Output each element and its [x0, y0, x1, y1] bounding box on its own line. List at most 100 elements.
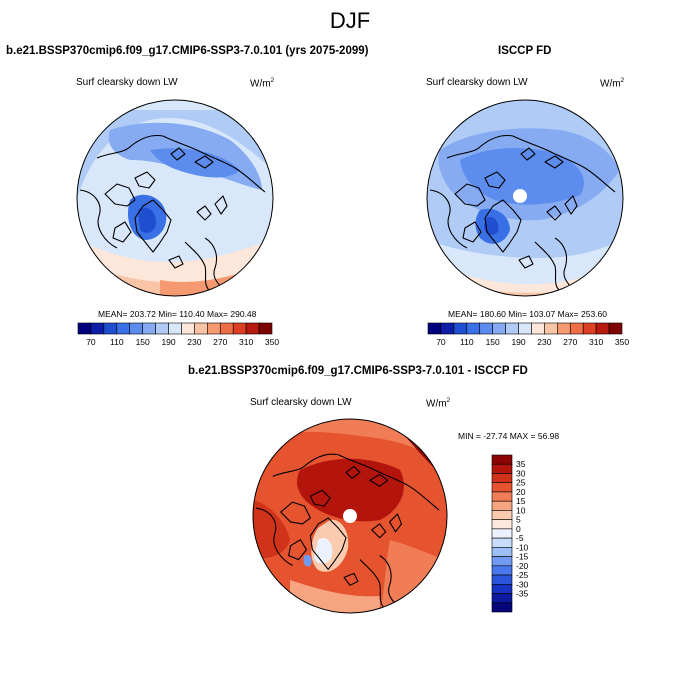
diff-colorbar-box — [491, 583, 513, 594]
model-map-field — [77, 100, 273, 296]
diff-colorbar-tick-label: -15 — [516, 552, 529, 562]
obs-colorbar-box — [531, 322, 545, 335]
diff-colorbar-tick-label: -35 — [516, 589, 529, 599]
model-colorbar-tick-label: 190 — [161, 337, 175, 347]
diff-colorbar-box — [491, 528, 513, 539]
diff-colorbar-tick-label: 10 — [516, 505, 526, 515]
obs-colorbar-tick-label: 150 — [486, 337, 500, 347]
diff-colorbar-box — [491, 454, 513, 465]
diff-stats: MIN = -27.74 MAX = 56.98 — [458, 431, 560, 441]
obs-units-label: W/m2 — [600, 77, 625, 90]
obs-colorbar-tick-label: 350 — [615, 337, 629, 347]
diff-colorbar-tick-label: 25 — [516, 478, 526, 488]
obs-map-field — [427, 100, 623, 296]
obs-colorbar-box — [440, 322, 455, 335]
diff-colorbar-tick-label: 20 — [516, 487, 526, 497]
diff-colorbar-box — [491, 473, 513, 484]
model-colorbar-box — [155, 322, 169, 335]
obs-colorbar-box — [466, 322, 481, 335]
model-stats: MEAN= 203.72 Min= 110.40 Max= 290.48 — [98, 309, 257, 319]
obs-colorbar-box — [557, 322, 571, 335]
diff-colorbar-tick-label: -20 — [516, 561, 529, 571]
obs-colorbar-box — [544, 322, 558, 335]
model-colorbar-box — [116, 322, 131, 335]
obs-colorbar-box — [595, 322, 610, 335]
diff-colorbar-box — [491, 510, 513, 520]
diff-colorbar-box — [491, 519, 513, 530]
model-colorbar-box — [219, 322, 234, 335]
obs-colorbar-box — [569, 322, 584, 335]
obs-colorbar-tick-label: 310 — [589, 337, 603, 347]
diff-panel-title: b.e21.BSSP370cmip6.f09_g17.CMIP6-SSP3-7.… — [188, 365, 528, 377]
model-colorbar-box — [90, 322, 105, 335]
diff-colorbar-box — [491, 547, 513, 557]
figure-title: DJF — [329, 8, 371, 33]
model-units-label: W/m2 — [250, 77, 275, 90]
obs-colorbar-box — [492, 322, 506, 335]
model-colorbar-tick-label: 70 — [86, 337, 96, 347]
model-colorbar-box — [103, 322, 118, 335]
diff-colorbar-box — [491, 482, 513, 493]
model-map-border — [76, 99, 274, 297]
obs-colorbar-box — [608, 322, 623, 335]
diff-units-label: W/m2 — [426, 397, 451, 410]
diff-colorbar-box — [491, 500, 513, 511]
diff-colorbar-box — [491, 574, 513, 585]
obs-colorbar-tick-label: 70 — [436, 337, 446, 347]
obs-colorbar-box — [479, 322, 493, 335]
model-colorbar-tick-label: 270 — [213, 337, 227, 347]
obs-map-border — [426, 99, 624, 297]
diff-colorbar-box — [491, 537, 513, 548]
model-colorbar-box — [181, 322, 195, 335]
model-colorbar-tick-label: 230 — [187, 337, 201, 347]
model-variable-label: Surf clearsky down LW — [76, 77, 178, 88]
model-colorbar: 70 110 150 190 230 270 310 350 — [77, 322, 279, 347]
obs-colorbar-tick-label: 190 — [511, 337, 525, 347]
diff-colorbar-tick-label: 15 — [516, 496, 526, 506]
obs-colorbar-tick-label: 110 — [460, 337, 474, 347]
obs-stats: MEAN= 180.60 Min= 103.07 Max= 253.60 — [448, 309, 608, 319]
diff-colorbar-box — [491, 593, 513, 604]
diff-colorbar-tick-label: 35 — [516, 459, 526, 469]
model-colorbar-box — [258, 322, 273, 335]
diff-colorbar-tick-label: -30 — [516, 579, 529, 589]
obs-panel-title: ISCCP FD — [498, 45, 552, 57]
diff-map-field — [253, 419, 447, 613]
obs-colorbar-box — [518, 322, 532, 335]
diff-colorbar-tick-label: -5 — [516, 533, 524, 543]
diff-colorbar-tick-label: 30 — [516, 468, 526, 478]
obs-polar-missing-data — [513, 189, 527, 203]
obs-colorbar-box — [582, 322, 597, 335]
diff-colorbar-tick-label: -10 — [516, 542, 529, 552]
obs-colorbar-box — [427, 322, 442, 335]
diff-colorbar-box — [491, 565, 513, 576]
model-panel-title: b.e21.BSSP370cmip6.f09_g17.CMIP6-SSP3-7.… — [6, 45, 369, 57]
model-colorbar-tick-label: 350 — [265, 337, 279, 347]
model-colorbar-box — [142, 322, 156, 335]
model-colorbar-box — [245, 322, 260, 335]
diff-colorbar-box — [491, 556, 513, 567]
diff-colorbar-tick-label: 5 — [516, 515, 521, 525]
model-colorbar-box — [207, 322, 221, 335]
diff-colorbar-tick-label: 0 — [516, 524, 521, 534]
diff-colorbar-box — [491, 602, 513, 613]
model-colorbar-tick-label: 150 — [136, 337, 150, 347]
model-colorbar-box — [168, 322, 182, 335]
diff-map-border — [252, 418, 448, 614]
diff-colorbar-box — [491, 491, 513, 502]
diff-variable-label: Surf clearsky down LW — [250, 397, 352, 408]
model-colorbar-box — [194, 322, 208, 335]
model-colorbar-tick-label: 310 — [239, 337, 253, 347]
diff-polar-missing-data — [343, 509, 357, 523]
obs-colorbar-box — [453, 322, 468, 335]
obs-colorbar-box — [505, 322, 519, 335]
model-colorbar-tick-label: 110 — [110, 337, 124, 347]
diff-colorbar-tick-label: -25 — [516, 570, 529, 580]
obs-colorbar: 70 110 150 190 230 270 310 350 — [427, 322, 629, 347]
obs-colorbar-tick-label: 230 — [537, 337, 551, 347]
model-colorbar-box — [129, 322, 143, 335]
obs-colorbar-tick-label: 270 — [563, 337, 577, 347]
obs-variable-label: Surf clearsky down LW — [426, 77, 528, 88]
